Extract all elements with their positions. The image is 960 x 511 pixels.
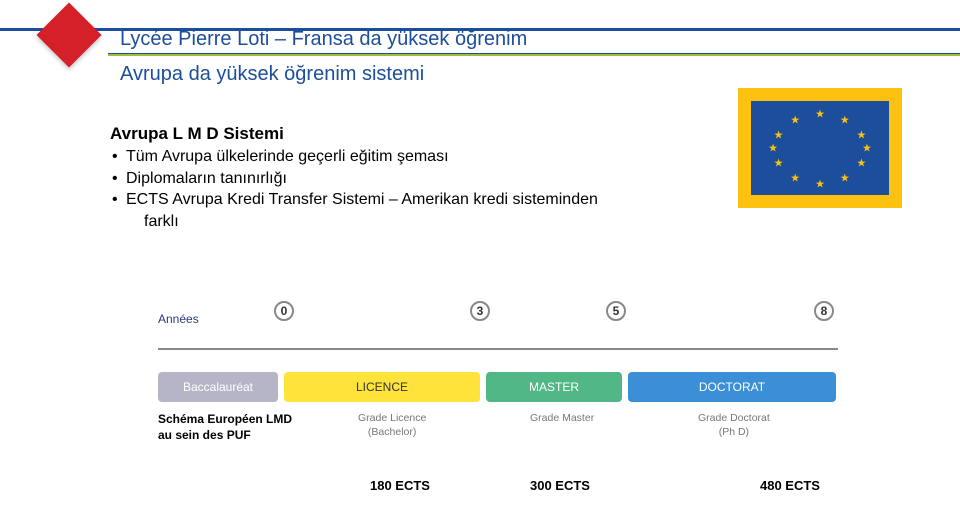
eu-star: ★ (790, 113, 800, 126)
ects-180: 180 ECTS (370, 478, 430, 493)
years-label: Années (158, 312, 199, 326)
degree-boxes: Baccalauréat LICENCE MASTER DOCTORAT (158, 372, 836, 402)
ects-480: 480 ECTS (760, 478, 820, 493)
eu-star: ★ (856, 128, 866, 141)
eu-flag-inner: ★ ★ ★ ★ ★ ★ ★ ★ ★ ★ ★ ★ (751, 101, 889, 195)
eu-star: ★ (840, 113, 850, 126)
eu-star: ★ (774, 157, 784, 170)
box-doctorat: DOCTORAT (628, 372, 836, 402)
box-master: MASTER (486, 372, 622, 402)
box-bac: Baccalauréat (158, 372, 278, 402)
eu-star: ★ (862, 142, 872, 155)
schema-line2: au sein des PUF (158, 428, 251, 442)
eu-star: ★ (856, 157, 866, 170)
eu-star: ★ (840, 172, 850, 185)
slide-title-2: Avrupa da yüksek öğrenim sistemi (120, 63, 424, 86)
bullet-3-text: ECTS Avrupa Kredi Transfer Sistemi – Ame… (126, 191, 598, 208)
box-licence: LICENCE (284, 372, 480, 402)
grade-doctorat: Grade Doctorat (Ph D) (698, 412, 770, 439)
slide-title-1: Lycée Pierre Loti – Fransa da yüksek öğr… (120, 28, 527, 51)
eu-star: ★ (768, 142, 778, 155)
eu-flag: ★ ★ ★ ★ ★ ★ ★ ★ ★ ★ ★ ★ (738, 88, 902, 208)
tick-5: 5 (606, 301, 626, 321)
tick-3: 3 (470, 301, 490, 321)
grade-licence: Grade Licence (Bachelor) (358, 412, 426, 439)
logo-diamond (36, 2, 101, 67)
tick-8: 8 (814, 301, 834, 321)
eu-star: ★ (815, 177, 825, 190)
eu-star: ★ (790, 172, 800, 185)
grade-master: Grade Master (530, 412, 594, 426)
tick-0: 0 (274, 301, 294, 321)
ects-300: 300 ECTS (530, 478, 590, 493)
schema-label: Schéma Européen LMD au sein des PUF (158, 412, 292, 443)
eu-star: ★ (815, 108, 825, 121)
eu-star: ★ (774, 128, 784, 141)
bullet-3-cont: farklı (126, 211, 960, 233)
header-rule-green (108, 54, 960, 56)
schema-line1: Schéma Européen LMD (158, 412, 292, 426)
timeline-axis (158, 348, 838, 350)
